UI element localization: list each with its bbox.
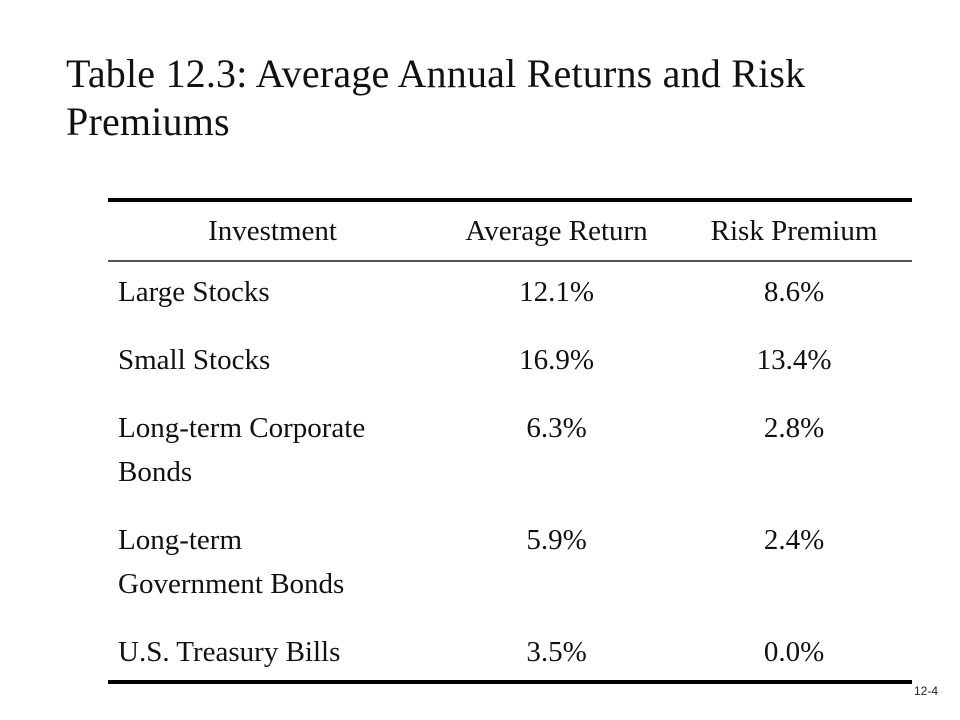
risk-premium-cell: 13.4% <box>756 344 832 376</box>
table-row: U.S. Treasury Bills 3.5% 0.0% <box>108 616 912 684</box>
table-row: Small Stocks 16.9% 13.4% <box>108 324 912 392</box>
header-row: Investment Average Return Risk Premium <box>108 200 912 262</box>
investment-cell: Large Stocks <box>118 276 270 308</box>
investment-cell: Small Stocks <box>118 344 271 376</box>
investment-cell: U.S. Treasury Bills <box>108 616 438 684</box>
investment-cell: Long-term Corporate Bonds <box>118 412 366 488</box>
risk-premium-cell: 0.0% <box>676 616 912 684</box>
table-row: Large Stocks 12.1% 8.6% <box>108 261 912 324</box>
average-return-cell: 5.9% <box>526 524 587 556</box>
table-body: Large Stocks 12.1% 8.6% Small Stocks 16.… <box>108 261 912 684</box>
table-row: Long-term Corporate Bonds 6.3% 2.8% <box>108 392 912 504</box>
header-risk-premium: Risk Premium <box>676 200 912 262</box>
slide-title: Table 12.3: Average Annual Returns and R… <box>66 51 806 144</box>
average-return-cell: 3.5% <box>437 616 677 684</box>
slide-number: 12-4 <box>913 684 938 698</box>
returns-table: Investment Average Return Risk Premium L… <box>108 198 912 684</box>
header-average-return: Average Return <box>437 200 677 262</box>
average-return-cell: 12.1% <box>519 276 595 308</box>
investment-cell: Long-term Government Bonds <box>118 524 345 600</box>
table-row: Long-term Government Bonds 5.9% 2.4% <box>108 504 912 616</box>
risk-premium-cell: 8.6% <box>763 276 825 308</box>
average-return-cell: 6.3% <box>526 412 587 444</box>
risk-premium-cell: 2.4% <box>763 524 825 556</box>
risk-premium-cell: 2.8% <box>763 412 825 444</box>
average-return-cell: 16.9% <box>519 344 595 376</box>
header-investment: Investment <box>108 200 438 262</box>
table-header: Investment Average Return Risk Premium <box>108 200 912 262</box>
